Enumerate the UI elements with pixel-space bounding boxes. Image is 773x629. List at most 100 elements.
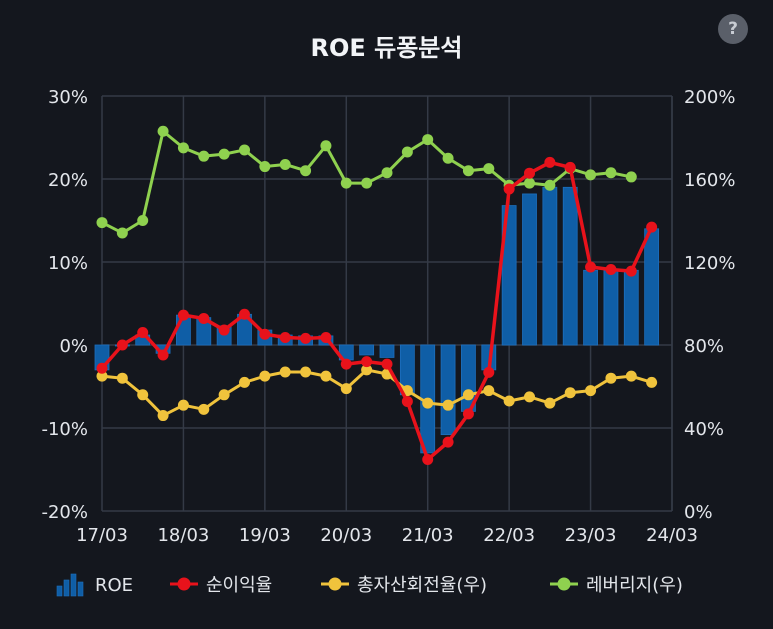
net-margin-point: [605, 263, 617, 275]
net-margin-point: [361, 356, 373, 368]
leverage-point: [300, 165, 312, 177]
net-margin-point: [177, 309, 189, 321]
leverage-point: [483, 163, 495, 175]
net-margin-point: [96, 362, 108, 374]
x-tick-label: 24/03: [646, 525, 698, 546]
leverage-point: [218, 148, 230, 160]
net-margin-point: [503, 183, 515, 195]
x-tick-label: 22/03: [483, 525, 535, 546]
turnover-point: [524, 391, 535, 403]
roe-bar: [522, 193, 537, 346]
roe-bar: [542, 186, 558, 346]
axes: 30% 200% 20% 160% 10% 120% 0% 80% -10% 40% -20% 0% 1…: [41, 87, 735, 546]
turnover-point: [300, 366, 312, 378]
net-margin-point: [524, 167, 535, 179]
net-margin-point: [462, 408, 474, 420]
leverage-legend-icon: [550, 577, 578, 591]
net-margin-point: [157, 349, 169, 361]
net-margin-point: [401, 395, 413, 407]
x-tick-label: 20/03: [320, 525, 372, 546]
bar-chart-icon: [56, 573, 84, 597]
bar-chart-icon-bar: [70, 573, 77, 597]
leverage-point: [279, 158, 291, 170]
net-margin-legend-icon-dot: [177, 577, 191, 591]
x-tick-label: 18/03: [157, 525, 209, 546]
leverage-point: [462, 165, 474, 177]
turnover-point: [177, 399, 189, 411]
x-tick-label: 21/03: [402, 525, 454, 546]
legend-label[interactable]: 순이익율: [206, 575, 272, 596]
net-margin-point: [198, 312, 210, 324]
net-margin-point: [381, 358, 393, 370]
legend-label[interactable]: ROE: [95, 575, 133, 596]
turnover-point: [137, 389, 149, 401]
leverage-point: [198, 150, 210, 162]
net-margin-point: [483, 366, 495, 378]
net-margin-point: [544, 156, 556, 168]
turnover-point: [564, 387, 576, 399]
help-icon[interactable]: ?: [718, 14, 748, 44]
net-margin-point: [259, 328, 271, 340]
leverage-point: [625, 171, 637, 183]
net-margin-point: [422, 454, 434, 466]
roe-bar: [562, 186, 578, 346]
turnover-legend-icon-dot: [328, 577, 342, 591]
legend-label[interactable]: 총자산회전율(우): [357, 575, 487, 596]
x-tick-label: 23/03: [565, 525, 617, 546]
y-right-tick-label: 160%: [684, 170, 735, 191]
y-right-tick-label: 120%: [684, 253, 735, 274]
leverage-point: [442, 152, 454, 164]
leverage-point: [157, 125, 169, 137]
roe-bar: [644, 228, 660, 346]
turnover-point: [585, 385, 597, 397]
turnover-line: [101, 368, 653, 418]
roe-bar: [359, 344, 375, 356]
y-left-tick-label: 10%: [48, 253, 88, 274]
legend: ROE 순이익율 총자산회전율(우) 레버리지(우): [56, 573, 683, 597]
net-margin-point: [564, 161, 576, 173]
y-left-tick-label: 0%: [59, 336, 88, 357]
net-margin-point: [300, 332, 312, 344]
turnover-point: [483, 385, 495, 397]
turnover-point: [157, 410, 169, 422]
turnover-point: [462, 389, 474, 401]
roe-bar: [379, 344, 395, 358]
turnover-point: [259, 370, 271, 382]
turnover-point: [198, 403, 210, 415]
net-margin-point: [320, 332, 332, 344]
turnover-point: [239, 376, 250, 388]
net-margin-line: [100, 160, 654, 462]
roe-bar: [583, 269, 598, 346]
chart-title: ROE 듀퐁분석: [310, 34, 463, 62]
leverage-point: [585, 169, 597, 181]
turnover-legend-icon: [321, 577, 349, 591]
turnover-point: [361, 364, 373, 376]
leverage-point: [116, 227, 128, 239]
net-margin-point: [116, 339, 128, 351]
net-margin-point: [137, 327, 149, 339]
net-margin-point: [442, 436, 454, 448]
x-tick-label: 19/03: [239, 525, 291, 546]
turnover-point: [503, 395, 515, 407]
leverage-point: [544, 179, 556, 191]
leverage-point: [239, 144, 250, 156]
bar-chart-icon-bar: [56, 585, 63, 597]
turnover-point: [605, 372, 617, 384]
series-lines: [96, 125, 658, 466]
leverage-point: [320, 140, 332, 152]
legend-label[interactable]: 레버리지(우): [586, 575, 683, 596]
net-margin-point: [279, 332, 291, 344]
roe-bar: [603, 269, 619, 346]
turnover-point: [320, 370, 332, 382]
leverage-point: [605, 167, 617, 179]
roe-bar: [501, 205, 517, 346]
y-right-tick-label: 0%: [684, 502, 713, 523]
y-left-tick-label: 30%: [48, 87, 88, 108]
net-margin-point: [340, 358, 352, 370]
turnover-point: [646, 376, 658, 388]
net-margin-point: [218, 324, 230, 336]
turnover-point: [96, 370, 108, 382]
leverage-point: [524, 177, 535, 189]
net-margin-point: [239, 308, 250, 320]
